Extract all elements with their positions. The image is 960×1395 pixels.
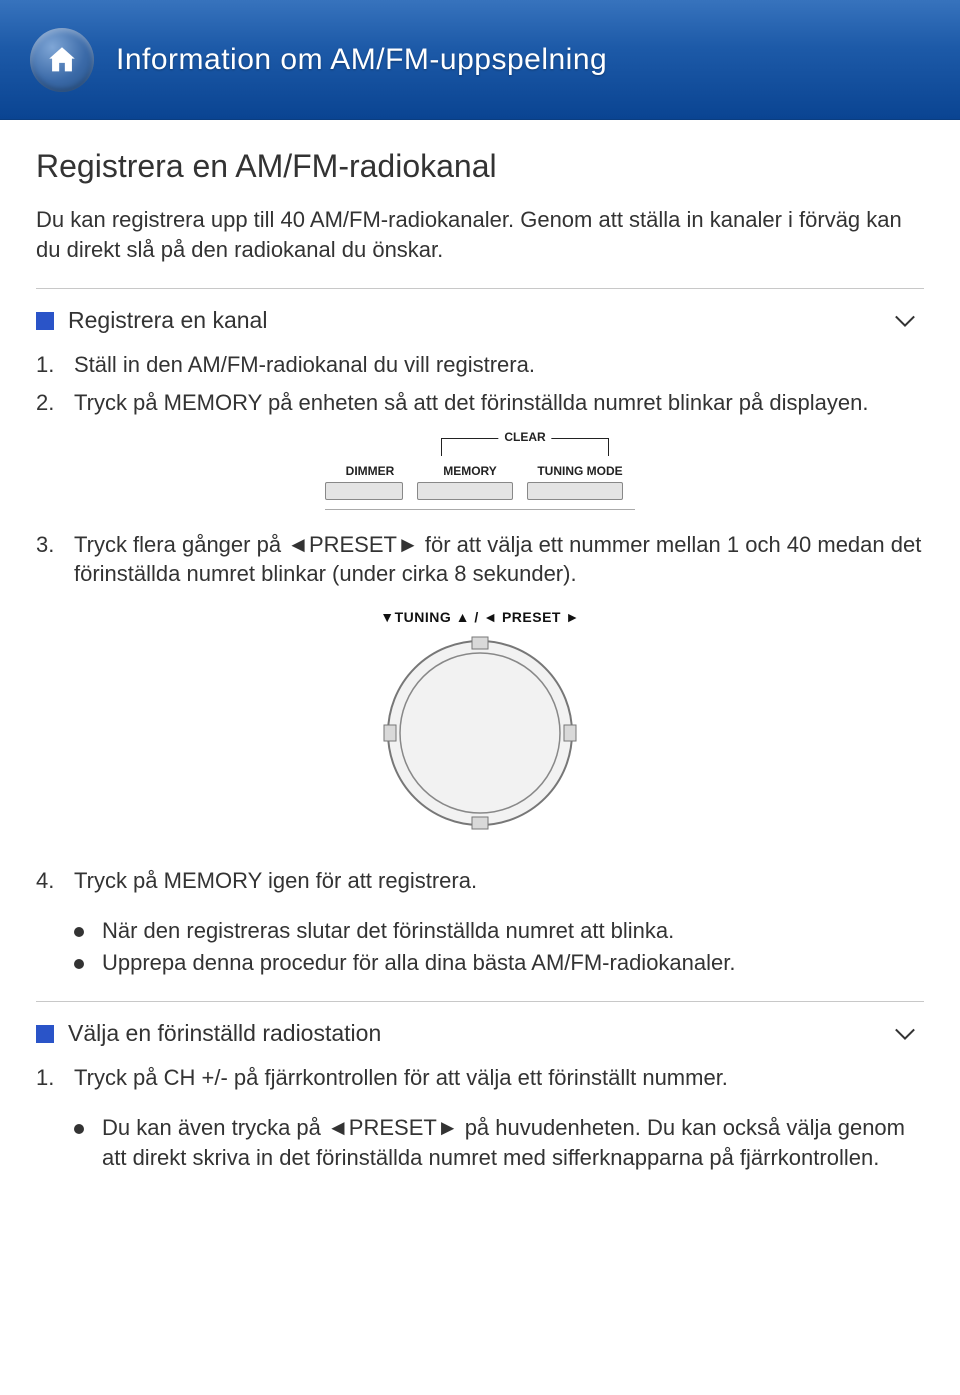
step-2: Tryck på MEMORY på enheten så att det fö… [36, 388, 924, 418]
chevron-down-icon [894, 1027, 916, 1041]
header-banner: Information om AM/FM-uppspelning [0, 0, 960, 120]
step-1: Ställ in den AM/FM-radiokanal du vill re… [36, 350, 924, 380]
step-3: Tryck flera gånger på ◄PRESET► för att v… [36, 530, 924, 589]
dial-icon [380, 633, 580, 833]
steps-list-1-2: Ställ in den AM/FM-radiokanal du vill re… [36, 350, 924, 417]
steps-list-3: Tryck flera gånger på ◄PRESET► för att v… [36, 530, 924, 589]
step-4: Tryck på MEMORY igen för att registrera. [36, 866, 924, 896]
intro-text: Du kan registrera upp till 40 AM/FM-radi… [36, 205, 924, 264]
divider [36, 288, 924, 289]
section-select-head[interactable]: Välja en förinställd radiostation [36, 1020, 924, 1047]
step4-bullet-1: När den registreras slutar det förinstäl… [74, 916, 924, 946]
dimmer-button [325, 482, 403, 500]
section-head-left: Registrera en kanal [36, 307, 267, 334]
clear-label: CLEAR [498, 430, 551, 444]
section2-steps: Tryck på CH +/- på fjärrkontrollen för a… [36, 1063, 924, 1093]
square-bullet-icon [36, 312, 54, 330]
step4-bullet-2: Upprepa denna procedur för alla dina bäs… [74, 948, 924, 978]
clear-bracket: CLEAR [441, 438, 609, 456]
home-icon[interactable] [30, 28, 94, 92]
dimmer-label: DIMMER [325, 464, 415, 478]
section-register-head[interactable]: Registrera en kanal [36, 307, 924, 334]
section2-step-1: Tryck på CH +/- på fjärrkontrollen för a… [36, 1063, 924, 1093]
section2-bullets: Du kan även trycka på ◄PRESET► på huvude… [36, 1113, 924, 1172]
page-title: Registrera en AM/FM-radiokanal [36, 148, 924, 185]
dial-illustration: ▼TUNING ▲ / ◄ PRESET ► [350, 609, 610, 838]
button-names: DIMMER MEMORY TUNING MODE [325, 464, 635, 478]
content: Registrera en AM/FM-radiokanal Du kan re… [0, 120, 960, 1214]
section-select-title: Välja en förinställd radiostation [68, 1020, 381, 1047]
step4-bullets: När den registreras slutar det förinstäl… [36, 916, 924, 977]
memory-button [417, 482, 513, 500]
button-panel-illustration: CLEAR DIMMER MEMORY TUNING MODE [325, 438, 635, 510]
steps-list-4: Tryck på MEMORY igen för att registrera. [36, 866, 924, 896]
chevron-down-icon [894, 314, 916, 328]
tuning-mode-button [527, 482, 623, 500]
section-register-title: Registrera en kanal [68, 307, 267, 334]
panel-underline [325, 504, 635, 510]
divider [36, 1001, 924, 1002]
square-bullet-icon [36, 1025, 54, 1043]
memory-label: MEMORY [415, 464, 525, 478]
tuning-mode-label: TUNING MODE [525, 464, 635, 478]
section-head-left: Välja en förinställd radiostation [36, 1020, 381, 1047]
dial-label: ▼TUNING ▲ / ◄ PRESET ► [350, 609, 610, 625]
section2-bullet-1: Du kan även trycka på ◄PRESET► på huvude… [74, 1113, 924, 1172]
header-title: Information om AM/FM-uppspelning [116, 43, 607, 77]
button-row [325, 482, 635, 500]
